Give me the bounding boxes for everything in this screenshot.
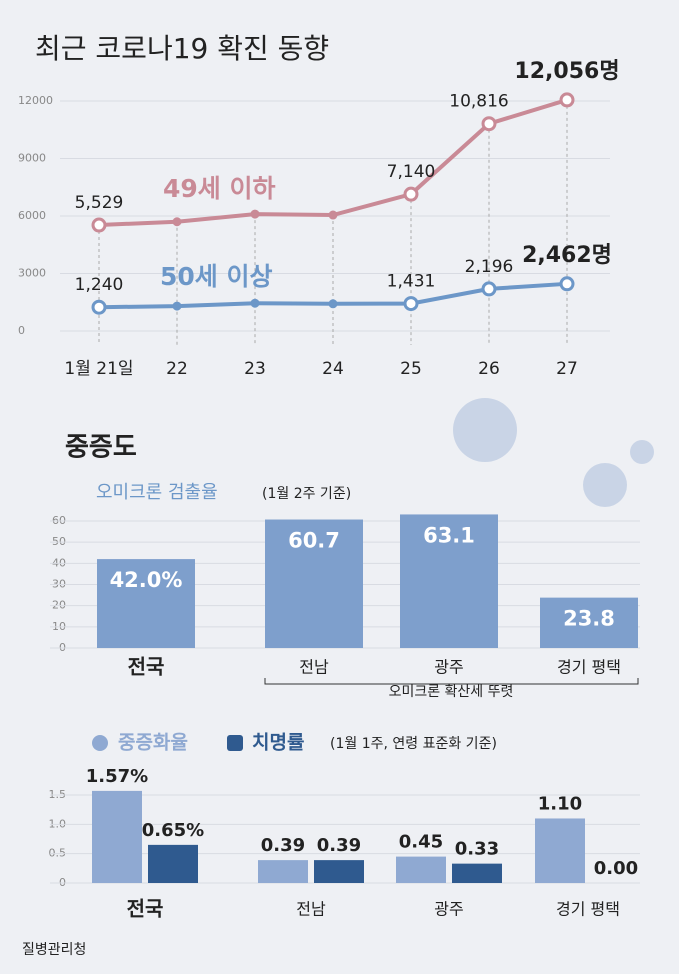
virus-icon [453, 398, 517, 462]
value-label: 1.57% [86, 766, 148, 787]
point [328, 299, 338, 309]
value-label: 7,140 [387, 162, 436, 182]
bar [400, 514, 498, 648]
value-label: 2,462명 [522, 243, 612, 268]
point [250, 298, 260, 308]
bar [258, 860, 308, 883]
bar [314, 860, 364, 883]
source: 질병관리청 [22, 942, 86, 958]
value-label: 60.7 [288, 529, 340, 553]
x-tick-label: 26 [478, 359, 500, 379]
point [403, 296, 419, 312]
point [250, 209, 260, 219]
value-label: 5,529 [75, 193, 124, 213]
chart-title: 오미크론 검출율 [96, 482, 218, 503]
section-title: 중증도 [65, 433, 137, 463]
value-label: 10,816 [449, 92, 508, 112]
x-tick-label: 전국 [128, 655, 165, 679]
virus-icon [583, 463, 627, 507]
chart-subtitle: (1월 2주 기준) [262, 486, 351, 502]
value-label: 1,431 [387, 272, 436, 292]
x-tick-label: 광주 [434, 658, 463, 677]
point [559, 92, 575, 108]
y-tick-label: 9000 [18, 152, 46, 165]
point [403, 186, 419, 202]
x-tick-label: 24 [322, 359, 344, 379]
value-label: 1.10 [538, 793, 582, 814]
value-label: 0.00 [594, 858, 638, 879]
point [481, 116, 497, 132]
x-tick-label: 22 [166, 359, 188, 379]
legend-marker [227, 735, 243, 751]
value-label: 0.65% [142, 820, 204, 841]
bar [535, 818, 585, 883]
y-tick-label: 3000 [18, 267, 46, 280]
bar [97, 559, 195, 648]
x-tick-label: 25 [400, 359, 422, 379]
bar [265, 519, 363, 648]
y-tick-label: 12000 [18, 94, 53, 107]
x-tick-label: 전남 [299, 658, 329, 677]
bracket [264, 678, 639, 685]
bar [92, 790, 142, 883]
point [481, 281, 497, 297]
value-label: 2,196 [465, 257, 514, 277]
legend-label: 치명률 [252, 732, 304, 754]
x-tick-label: 27 [556, 359, 578, 379]
annotation: 오미크론 확산세 뚜렷 [389, 684, 514, 700]
value-label: 23.8 [563, 607, 615, 631]
value-label: 0.45 [399, 832, 443, 853]
x-tick-label: 전국 [127, 897, 164, 921]
y-tick-label: 0 [18, 324, 25, 337]
chart-title: 최근 코로나19 확진 동향 [35, 32, 329, 65]
value-label: 1,240 [75, 275, 124, 295]
bar [540, 597, 638, 648]
virus-icons [453, 398, 654, 507]
point [91, 299, 107, 315]
virus-icon [630, 440, 654, 464]
value-label: 63.1 [423, 523, 475, 547]
legend-label: 50세 이상 [160, 262, 273, 291]
bar [396, 856, 446, 883]
value-label: 0.39 [261, 835, 305, 856]
value-label: 0.33 [455, 839, 499, 860]
chart-subtitle: (1월 1주, 연령 표준화 기준) [330, 736, 497, 752]
x-tick-label: 경기 평택 [557, 658, 621, 677]
legend-label: 중증화율 [118, 732, 188, 754]
point [559, 276, 575, 292]
legend-marker [92, 735, 108, 751]
legend-label: 49세 이하 [163, 174, 276, 203]
point [91, 217, 107, 233]
point [328, 210, 338, 220]
bar [148, 844, 198, 883]
x-tick-label: 전남 [296, 900, 326, 919]
y-tick-label: 6000 [18, 209, 46, 222]
x-tick-label: 23 [244, 359, 266, 379]
bar [452, 863, 502, 883]
value-label: 42.0% [110, 568, 183, 592]
x-tick-label: 1월 21일 [64, 359, 133, 379]
value-label: 12,056명 [514, 59, 619, 84]
point [172, 301, 182, 311]
point [172, 217, 182, 227]
x-tick-label: 경기 평택 [556, 900, 620, 919]
value-label: 0.39 [317, 835, 361, 856]
x-tick-label: 광주 [434, 900, 463, 919]
